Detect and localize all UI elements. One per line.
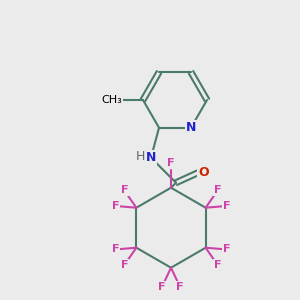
Text: N: N [146, 151, 156, 164]
Text: F: F [214, 260, 221, 270]
Text: F: F [223, 201, 230, 211]
Text: N: N [186, 121, 196, 134]
Text: F: F [158, 282, 166, 292]
Text: F: F [121, 185, 128, 195]
Text: F: F [214, 185, 221, 195]
Text: CH₃: CH₃ [101, 95, 122, 105]
Text: F: F [176, 282, 184, 292]
Text: O: O [199, 166, 209, 179]
Text: F: F [112, 201, 119, 211]
Text: F: F [223, 244, 230, 254]
Text: F: F [112, 244, 119, 254]
Text: F: F [167, 158, 175, 168]
Text: H: H [135, 150, 145, 163]
Text: F: F [121, 260, 128, 270]
